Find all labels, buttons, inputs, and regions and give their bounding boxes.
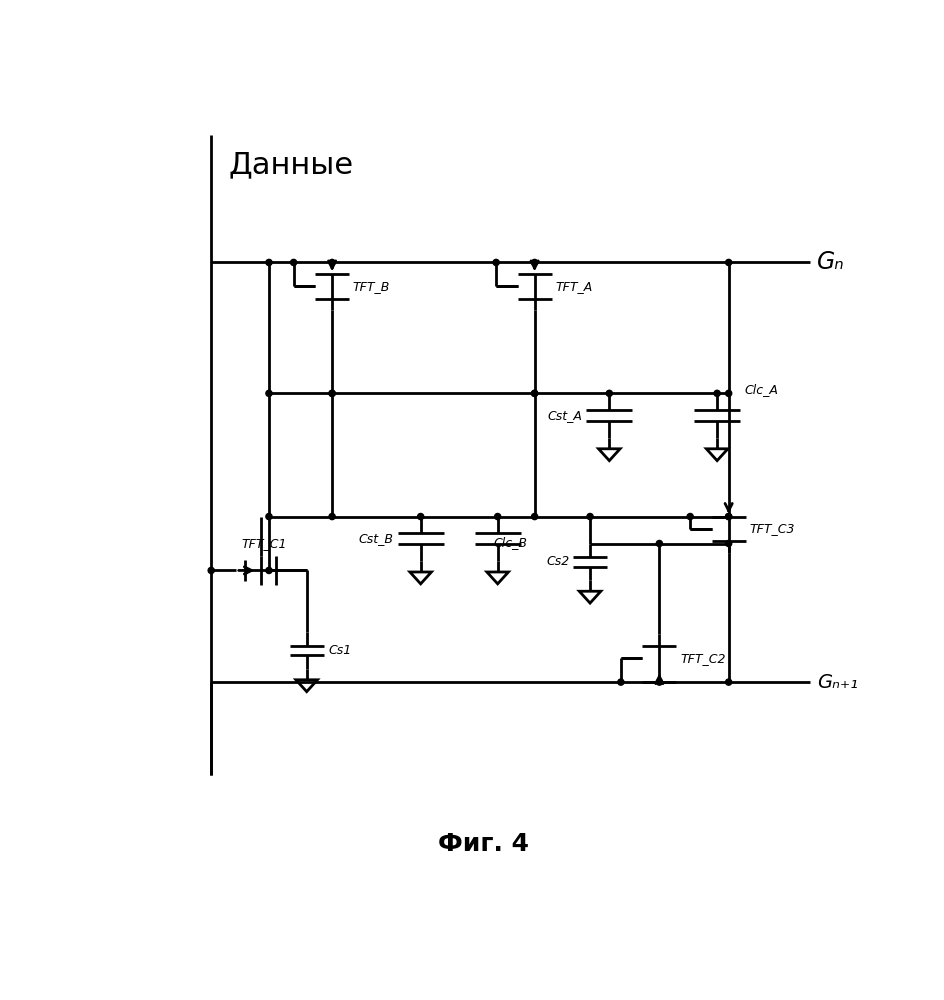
Text: Cs1: Cs1 <box>329 644 351 657</box>
Text: Clc_A: Clc_A <box>744 383 778 396</box>
Text: Данные: Данные <box>228 151 353 180</box>
Circle shape <box>687 513 693 520</box>
Text: Cst_B: Cst_B <box>359 532 394 545</box>
Circle shape <box>329 259 335 266</box>
Text: TFT_C2: TFT_C2 <box>680 652 726 665</box>
Text: Фиг. 4: Фиг. 4 <box>438 832 530 856</box>
Circle shape <box>329 390 335 396</box>
Circle shape <box>531 390 538 396</box>
Text: Clc_B: Clc_B <box>494 536 528 549</box>
Circle shape <box>495 513 500 520</box>
Circle shape <box>606 390 613 396</box>
Circle shape <box>726 513 732 520</box>
Circle shape <box>531 259 538 266</box>
Circle shape <box>266 567 272 574</box>
Text: TFT_C3: TFT_C3 <box>750 522 795 535</box>
Circle shape <box>714 390 720 396</box>
Circle shape <box>726 679 732 685</box>
Circle shape <box>329 513 335 520</box>
Circle shape <box>208 567 214 574</box>
Circle shape <box>266 390 272 396</box>
Text: Cs2: Cs2 <box>546 555 569 568</box>
Circle shape <box>726 513 732 520</box>
Circle shape <box>726 259 732 266</box>
Circle shape <box>617 679 624 685</box>
Text: Cst_A: Cst_A <box>548 409 582 422</box>
Text: Gₙ₊₁: Gₙ₊₁ <box>818 673 858 692</box>
Circle shape <box>726 540 732 547</box>
Circle shape <box>266 259 272 266</box>
Circle shape <box>726 390 732 396</box>
Circle shape <box>417 513 424 520</box>
Circle shape <box>531 513 538 520</box>
Text: TFT_A: TFT_A <box>555 280 593 293</box>
Circle shape <box>329 390 335 396</box>
Circle shape <box>291 259 296 266</box>
Circle shape <box>531 390 538 396</box>
Circle shape <box>493 259 499 266</box>
Text: TFT_C1: TFT_C1 <box>242 537 287 550</box>
Circle shape <box>656 679 663 685</box>
Text: TFT_B: TFT_B <box>353 280 390 293</box>
Circle shape <box>266 513 272 520</box>
Text: Gₙ: Gₙ <box>818 250 845 274</box>
Circle shape <box>656 540 663 547</box>
Circle shape <box>587 513 593 520</box>
